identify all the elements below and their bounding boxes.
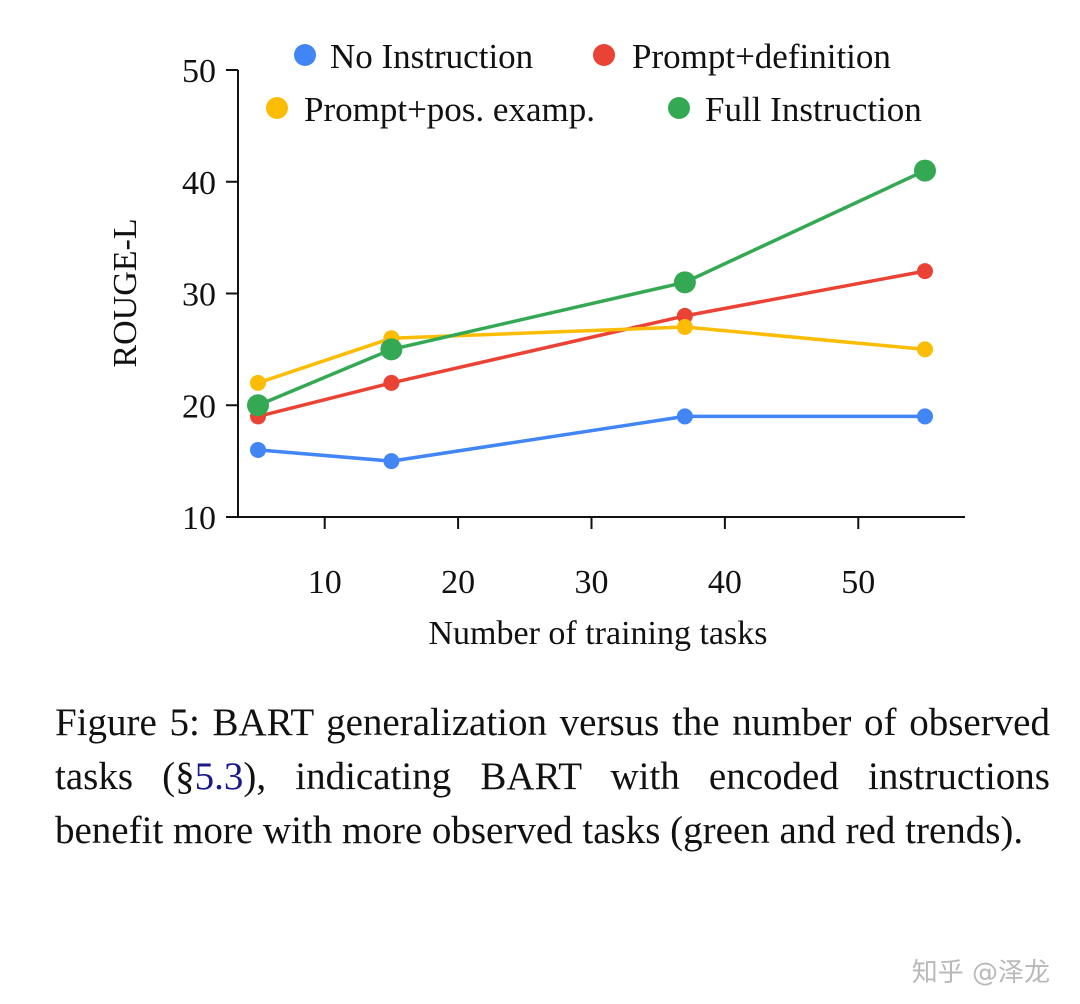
legend-marker-prompt-pos-examp [266,97,288,119]
caption-suffix: ), indicating BART with encoded instruct… [55,755,1050,852]
data-point-prompt-definition [676,307,693,324]
watermark: 知乎 @泽龙 [911,958,1050,988]
x-tick-label: 40 [708,564,742,601]
section-reference-link[interactable]: 5.3 [194,755,244,798]
data-point-no-instruction [383,453,400,470]
series-line-prompt-pos-examp [257,325,926,385]
y-tick-label: 20 [182,388,216,425]
data-point-prompt-definition [916,263,933,280]
data-point-prompt-definition [383,374,400,391]
legend: No Instruction Prompt+definition Prompt+… [266,37,922,129]
rouge-l-line-chart: 10 20 30 40 50 10 20 30 40 50 ROUGE-L Number of … [107,37,965,652]
series-lines [257,169,926,463]
data-point-prompt-pos-examp [250,374,267,391]
data-point-no-instruction [676,408,693,425]
legend-marker-full-instruction [668,97,690,119]
x-axis-label: Number of training tasks [429,615,768,652]
data-point-prompt-pos-examp [916,341,933,358]
legend-label-full-instruction: Full Instruction [705,90,922,129]
series-line-prompt-definition [257,269,926,419]
x-tick-label: 30 [574,564,608,601]
x-tick-label: 50 [841,564,875,601]
legend-marker-no-instruction [294,44,316,66]
x-ticks: 10 20 30 40 50 [308,517,875,601]
legend-marker-prompt-definition [593,44,615,66]
caption-prefix: Figure 5: BART generalization versus the… [55,701,1050,798]
series-points [247,159,936,470]
y-tick-label: 40 [182,165,216,202]
x-tick-label: 10 [308,564,342,601]
axes [237,70,965,518]
data-point-no-instruction [250,441,267,458]
y-tick-label: 30 [182,277,216,314]
x-tick-label: 20 [441,564,475,601]
data-point-no-instruction [916,408,933,425]
data-point-prompt-pos-examp [676,319,693,336]
legend-label-no-instruction: No Instruction [330,37,533,76]
data-point-full-instruction [673,271,696,294]
data-point-full-instruction [913,159,936,182]
series-line-no-instruction [257,414,925,463]
data-point-full-instruction [380,338,403,361]
legend-label-prompt-pos-examp: Prompt+pos. examp. [304,90,595,129]
y-tick-label: 50 [182,53,216,90]
y-ticks: 10 20 30 40 50 [182,53,238,537]
y-axis-label: ROUGE-L [107,218,144,367]
legend-label-prompt-definition: Prompt+definition [632,37,891,76]
y-tick-label: 10 [182,500,216,537]
data-point-full-instruction [247,394,270,417]
figure-caption: Figure 5: BART generalization versus the… [55,696,1050,858]
series-line-full-instruction [257,169,926,407]
